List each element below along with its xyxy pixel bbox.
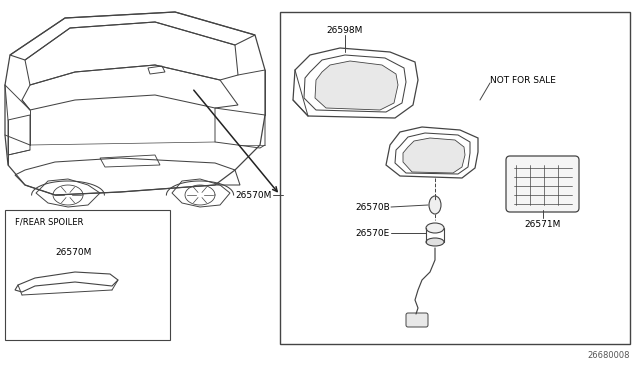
FancyBboxPatch shape <box>406 313 428 327</box>
Text: 26571M: 26571M <box>525 220 561 229</box>
FancyBboxPatch shape <box>506 156 579 212</box>
Ellipse shape <box>429 196 441 214</box>
Bar <box>280 12 630 344</box>
Text: 26570B: 26570B <box>355 202 390 212</box>
Polygon shape <box>315 61 398 110</box>
Polygon shape <box>403 138 465 173</box>
Text: 26570M: 26570M <box>236 190 272 199</box>
Ellipse shape <box>426 238 444 246</box>
Text: NOT FOR SALE: NOT FOR SALE <box>490 76 556 84</box>
Text: 26598M: 26598M <box>327 26 363 35</box>
Text: 26570M: 26570M <box>55 247 92 257</box>
Bar <box>5 210 170 340</box>
Text: F/REAR SPOILER: F/REAR SPOILER <box>15 218 83 227</box>
Text: 26680008: 26680008 <box>588 351 630 360</box>
Text: 26570E: 26570E <box>356 228 390 237</box>
Ellipse shape <box>426 223 444 233</box>
